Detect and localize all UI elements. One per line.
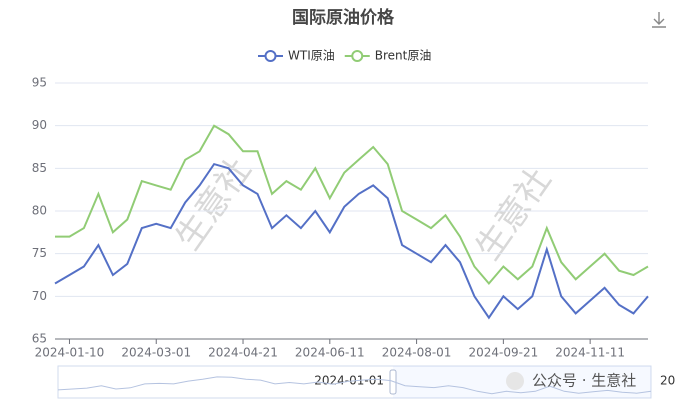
y-tick-label: 70 [32,289,47,303]
x-tick-label: 2024-11-11 [555,346,625,360]
zoom-start-label: 2024-01-01 [314,374,384,388]
x-tick-label: 2024-09-21 [468,346,538,360]
zoom-preview [57,376,652,395]
legend-marker [264,50,277,62]
download-icon[interactable] [652,12,666,28]
series-line [54,162,649,320]
x-tick-label: 2024-06-11 [295,346,365,360]
x-tick-label: 2024-08-01 [382,346,452,360]
series-line [55,124,649,286]
y-tick-label: 95 [32,76,47,90]
legend-label[interactable]: WTI原油 [288,49,335,63]
chart-title: 国际原油价格 [292,7,395,28]
y-tick-label: 75 [32,246,47,260]
x-tick-label: 2024-01-10 [35,346,105,360]
y-tick-label: 85 [32,161,47,175]
y-tick-label: 80 [32,204,47,218]
x-tick-label: 2024-03-01 [121,346,191,360]
zoom-frame [57,365,652,399]
zoom-end-label: 20 [660,374,675,388]
y-tick-label: 65 [32,332,47,346]
y-tick-label: 90 [32,118,47,132]
x-tick-label: 2024-04-21 [208,346,278,360]
legend-marker [351,50,364,62]
legend-label[interactable]: Brent原油 [375,49,432,63]
footer-watermark: 公众号 · 生意社 [532,372,636,390]
footer-badge: 公众号 · 生意社 [506,372,636,390]
